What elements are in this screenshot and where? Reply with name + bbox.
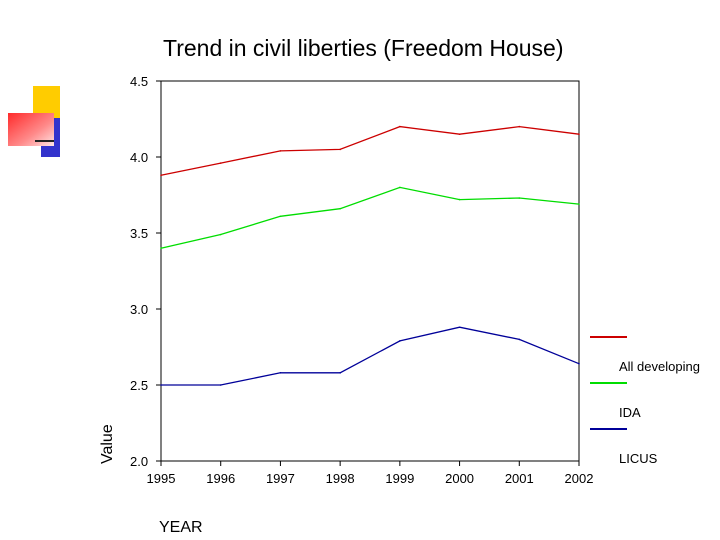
- data-point-ida: [458, 198, 461, 201]
- x-tick-label: 1997: [266, 471, 295, 486]
- x-tick-label: 2001: [505, 471, 534, 486]
- data-point-all-developing: [458, 133, 461, 135]
- data-point-all-developing: [279, 150, 282, 152]
- data-point-licus: [279, 372, 282, 374]
- data-point-licus: [160, 384, 162, 386]
- data-point-licus: [399, 340, 401, 342]
- legend-label: LICUS: [619, 451, 658, 466]
- data-point-all-developing: [339, 148, 341, 151]
- y-tick-label: 4.0: [130, 150, 148, 165]
- x-tick-label: 2000: [445, 471, 474, 486]
- y-tick-label: 2.5: [130, 378, 148, 393]
- x-axis-label: YEAR: [159, 519, 203, 536]
- legend-label: IDA: [619, 405, 641, 420]
- y-axis-label: Value: [99, 424, 116, 464]
- series-line-ida: [160, 186, 580, 249]
- y-tick-label: 3.5: [130, 226, 148, 241]
- legend: All developing IDA LICUS: [590, 336, 700, 466]
- x-tick-label: 1996: [206, 471, 235, 486]
- data-point-ida: [160, 247, 162, 249]
- data-point-licus: [219, 384, 222, 386]
- data-point-ida: [219, 233, 222, 236]
- y-tick-label: 2.0: [130, 454, 148, 469]
- x-tick-label: 1998: [326, 471, 355, 486]
- data-point-all-developing: [518, 125, 521, 128]
- data-point-ida: [279, 215, 282, 218]
- data-point-all-developing: [578, 133, 580, 135]
- data-point-ida: [578, 203, 580, 205]
- data-point-all-developing: [219, 162, 222, 164]
- series-lines: [160, 125, 580, 386]
- x-tick-label: 1999: [385, 471, 414, 486]
- slide-decoration: [8, 86, 60, 157]
- y-tick-label: 3.0: [130, 302, 148, 317]
- x-axis: 1995 1996 1997 1998 1999 2000 2001 2002: [147, 461, 594, 486]
- data-point-ida: [518, 197, 521, 199]
- chart-title: Trend in civil liberties (Freedom House): [163, 35, 564, 61]
- data-point-licus: [578, 362, 580, 365]
- data-point-licus: [458, 326, 461, 329]
- data-point-licus: [518, 338, 521, 341]
- data-point-all-developing: [399, 125, 401, 128]
- series-line-licus: [161, 326, 580, 386]
- y-tick-label: 4.5: [130, 74, 148, 89]
- x-tick-label: 1995: [147, 471, 176, 486]
- data-point-ida: [399, 186, 401, 189]
- plot-area-frame: [160, 80, 580, 462]
- y-axis: 2.0 2.5 3.0 3.5 4.0 4.5: [130, 74, 161, 469]
- data-point-ida: [339, 207, 341, 210]
- data-point-licus: [339, 372, 341, 374]
- data-point-all-developing: [160, 174, 162, 177]
- legend-label: All developing: [619, 359, 700, 374]
- series-line-all-developing: [160, 125, 580, 176]
- x-tick-label: 2002: [565, 471, 594, 486]
